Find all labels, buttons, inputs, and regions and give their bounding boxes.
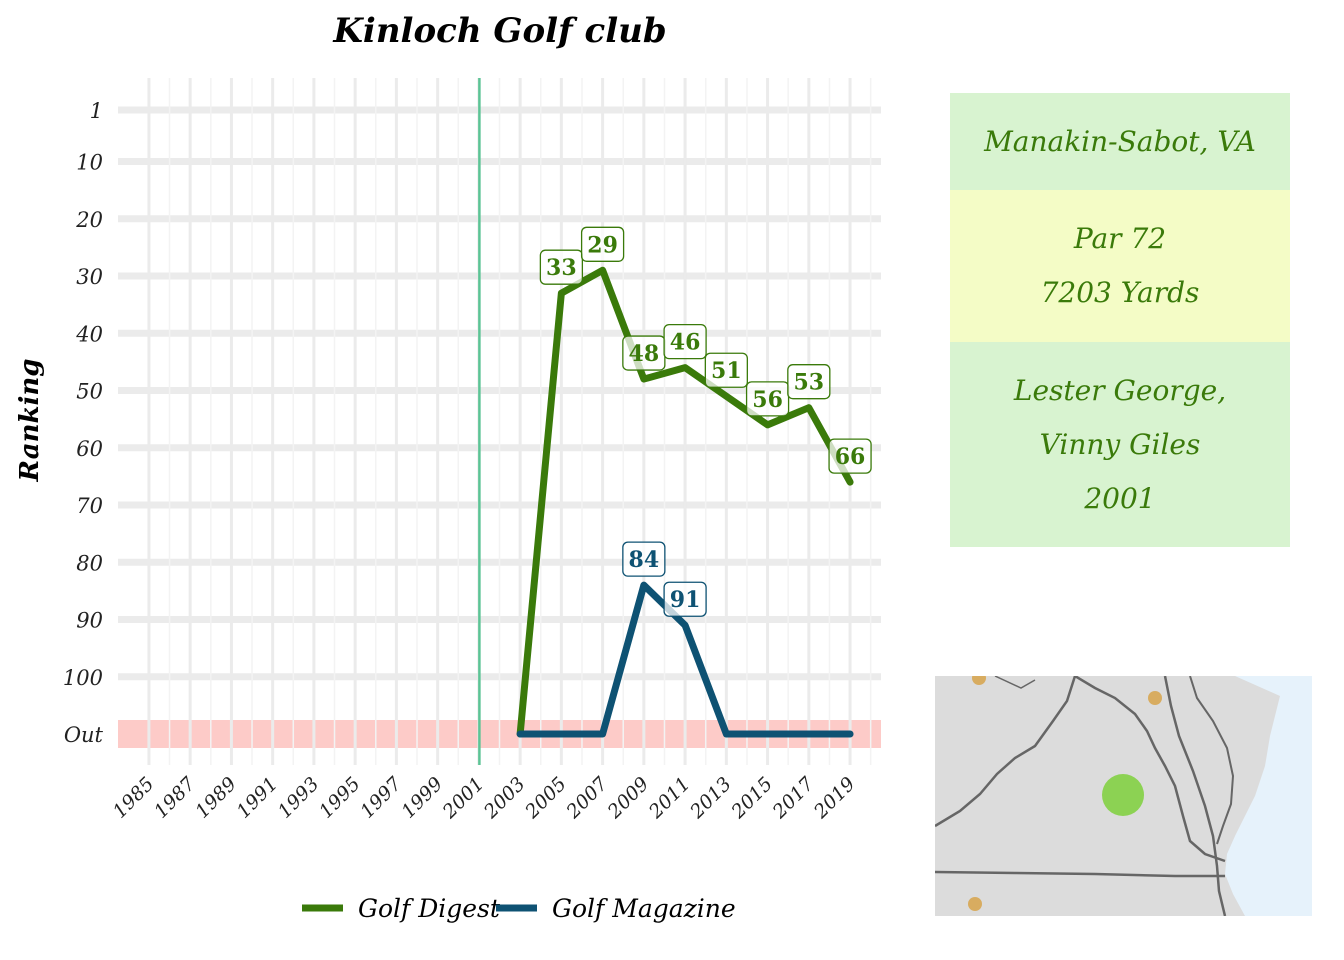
legend-label-golf-magazine: Golf Magazine	[552, 894, 736, 923]
data-label: 33	[546, 255, 577, 281]
x-tick-label: 1991	[232, 773, 282, 823]
data-label-box	[828, 438, 872, 474]
data-label: 48	[629, 341, 660, 367]
map-marker-kinloch	[1102, 774, 1144, 816]
y-tick-label: 40	[75, 322, 103, 346]
opened-year-text: 2001	[1084, 481, 1156, 515]
data-label-box	[704, 352, 748, 388]
data-label-box	[745, 381, 790, 417]
series-line-golf-digest	[516, 266, 854, 738]
x-tick-label: 1993	[274, 773, 324, 823]
y-tick-label: 30	[76, 265, 103, 289]
y-tick-label: 10	[76, 151, 103, 175]
x-tick-label: 2017	[768, 772, 819, 823]
yards-text: 7203 Yards	[1040, 276, 1200, 309]
location-map	[935, 676, 1312, 916]
legend-label-golf-digest: Golf Digest	[358, 894, 501, 923]
architect-line-2: Vinny Giles	[1039, 427, 1201, 461]
y-tick-label: 100	[63, 666, 103, 690]
par-text: Par 72	[1073, 222, 1167, 255]
data-label-box	[663, 581, 707, 617]
data-label: 56	[752, 387, 783, 413]
map-bay-shore	[1163, 676, 1227, 916]
x-tick-label: 1997	[356, 772, 406, 822]
x-tick-labels: 1985198719891991199319951997199920012003…	[109, 772, 860, 823]
y-tick-label: Out	[64, 723, 104, 747]
map-river	[994, 676, 1036, 689]
map-marker-other-1	[972, 676, 986, 685]
data-label: 84	[629, 547, 660, 573]
x-tick-label: 1995	[315, 773, 365, 823]
data-label: 29	[587, 232, 618, 258]
map-marker-other-2	[1148, 691, 1162, 705]
series-lines	[516, 266, 854, 738]
x-tick-label: 2009	[603, 773, 653, 823]
x-tick-label: 2013	[685, 773, 735, 823]
x-tick-label: 2001	[438, 773, 488, 823]
y-tick-label: 50	[76, 380, 103, 404]
map-ocean	[1225, 676, 1312, 916]
map-delmarva	[1189, 676, 1235, 845]
data-label: 91	[670, 587, 701, 613]
x-tick-label: 1985	[109, 773, 159, 823]
data-labels: 33 29 48 46 51 56 53 66 84 91	[539, 226, 872, 617]
x-tick-label: 1989	[191, 773, 241, 823]
y-tick-label: 90	[76, 609, 103, 633]
map-state-border-nc	[935, 870, 1225, 878]
x-tick-label: 1987	[150, 772, 200, 822]
data-label: 51	[711, 358, 742, 384]
course-info-panel: Manakin-Sabot, VA Par 72 7203 Yards Lest…	[950, 93, 1290, 547]
architect-block: Lester George, Vinny Giles 2001	[950, 342, 1290, 547]
x-tick-label: 2015	[727, 773, 777, 823]
x-tick-label: 2011	[644, 773, 694, 823]
chart-title: Kinloch Golf club	[332, 11, 666, 51]
series-line-golf-magazine	[516, 581, 854, 738]
par-yards-block: Par 72 7203 Yards	[950, 190, 1290, 342]
data-label: 46	[670, 330, 701, 356]
y-axis-label: Ranking	[15, 359, 45, 483]
x-tick-label: 1999	[397, 773, 447, 823]
y-tick-labels: 1 10 20 30 40 50 60 70 80 90 100 Out	[63, 99, 104, 747]
data-label-box	[580, 226, 625, 262]
data-label-box	[622, 541, 666, 577]
x-tick-label: 2007	[562, 772, 613, 823]
grid	[118, 78, 881, 765]
y-tick-label: 70	[76, 494, 103, 518]
data-label: 66	[835, 444, 866, 470]
legend: Golf Digest Golf Magazine	[302, 894, 736, 923]
map-state-border-wv	[935, 676, 1077, 828]
map-state-border-md	[1074, 676, 1226, 863]
y-tick-label: 1	[90, 99, 103, 123]
y-tick-label: 60	[76, 437, 103, 461]
ranking-chart: Kinloch Golf club Ranking 1 10 20 30 40 50 60 7…	[15, 11, 881, 923]
map-marker-other-3	[968, 897, 982, 911]
data-label-box	[539, 249, 584, 285]
x-tick-label: 2005	[520, 773, 570, 823]
location-text: Manakin-Sabot, VA	[984, 124, 1256, 158]
y-tick-label: 20	[75, 208, 103, 232]
y-tick-label: 80	[76, 551, 103, 575]
data-label-box	[787, 364, 831, 400]
architect-line-1: Lester George,	[1013, 373, 1227, 407]
x-tick-label: 2003	[479, 773, 529, 823]
data-label: 53	[794, 370, 825, 396]
x-tick-label: 2019	[809, 773, 859, 823]
location-block: Manakin-Sabot, VA	[950, 93, 1290, 190]
data-label-box	[663, 323, 707, 360]
